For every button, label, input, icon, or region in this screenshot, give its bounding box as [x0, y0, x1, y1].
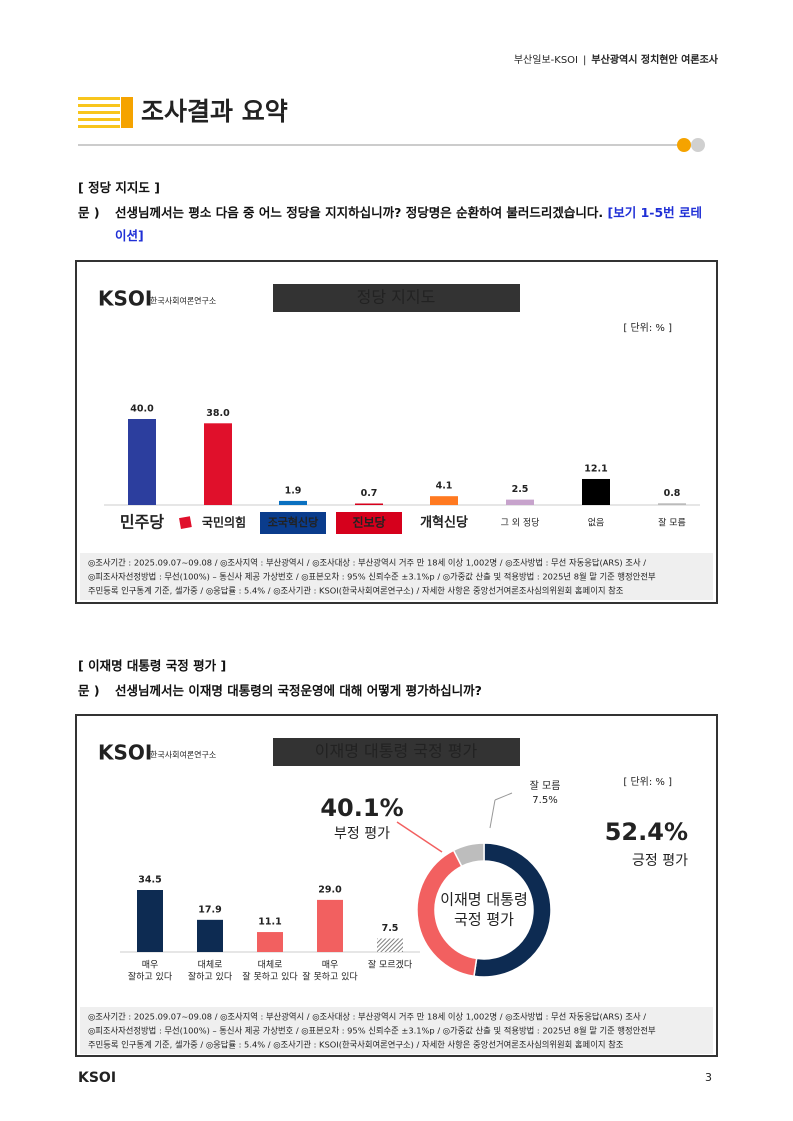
value-label: 4.1	[436, 481, 453, 492]
unit-label: [ 단위: % ]	[623, 321, 672, 334]
page-number: 3	[705, 1071, 712, 1084]
value-label: 12.1	[584, 463, 607, 474]
bar	[128, 419, 156, 505]
bar	[377, 938, 403, 952]
leader-line	[489, 799, 496, 829]
unit-label: [ 단위: % ]	[623, 775, 672, 788]
question-text: 선생님께서는 이재명 대통령의 국정운영에 대해 어떻게 평가하십니까?	[115, 679, 710, 702]
category-label: 대체로	[198, 960, 223, 971]
rule-dot	[677, 138, 691, 152]
donut-center-label: 이재명 대통령	[440, 891, 528, 909]
value-label: 0.8	[664, 488, 681, 499]
category-label: 없음	[588, 518, 605, 529]
survey-note: ◎조사기간 : 2025.09.07~09.08 / ◎조사지역 : 부산광역시…	[88, 558, 646, 568]
bar	[204, 423, 232, 505]
bar	[137, 890, 163, 952]
value-label: 2.5	[512, 484, 529, 495]
donut-center-label: 국정 평가	[454, 911, 514, 929]
bar	[317, 899, 343, 952]
category-label: 민주당	[120, 513, 164, 532]
bar	[355, 503, 383, 505]
logo-brand: KSOI	[98, 741, 152, 765]
section-title: 조사결과 요약	[141, 97, 288, 126]
donut-value-label: 52.4%	[605, 818, 688, 846]
category-label: 매우	[322, 960, 339, 971]
header-right: 부산광역시 정치현안 여론조사	[591, 53, 718, 66]
category-label: 대체로	[258, 960, 283, 971]
title-stripes	[78, 97, 133, 128]
donut-value-label: 40.1%	[320, 794, 403, 822]
question-prefix: 문 )	[78, 683, 100, 698]
survey-note: ◎피조사자선정방법 : 무선(100%) – 통신사 제공 가상번호 / ◎표본…	[88, 572, 656, 582]
leader-line	[396, 821, 443, 853]
category-label: 잘 못하고 있다	[302, 971, 358, 983]
bar	[506, 499, 534, 505]
value-label: 40.0	[130, 404, 154, 415]
category-label: 개혁신당	[420, 515, 468, 531]
donut-legend-label: 긍정 평가	[632, 853, 688, 869]
survey-note: ◎피조사자선정방법 : 무선(100%) – 통신사 제공 가상번호 / ◎표본…	[88, 1026, 656, 1036]
header-left: 부산일보-KSOI	[514, 54, 578, 66]
category-label: 잘하고 있다	[128, 971, 173, 983]
category-label: 잘 모르겠다	[368, 959, 413, 971]
leader-line	[494, 792, 513, 801]
question-label: [ 이재명 대통령 국정 평가 ]	[78, 658, 227, 673]
question-text: 선생님께서는 평소 다음 중 어느 정당을 지지하십니까? 정당명은 순환하여 …	[115, 201, 710, 247]
logo-box	[260, 512, 326, 534]
category-label: 잘 못하고 있다	[242, 971, 298, 983]
question-label: [ 정당 지지도 ]	[78, 180, 160, 195]
chart-title: 이재명 대통령 국정 평가	[315, 742, 478, 761]
logo-brand: KSOI	[98, 287, 152, 311]
donut-value-label: 7.5%	[532, 795, 557, 806]
bar	[257, 932, 283, 952]
survey-note: ◎조사기간 : 2025.09.07~09.08 / ◎조사지역 : 부산광역시…	[88, 1012, 646, 1022]
rule-dot	[691, 138, 705, 152]
donut-legend-label: 부정 평가	[334, 826, 390, 842]
category-label: 잘하고 있다	[188, 971, 233, 983]
logo-org: 한국사회여론연구소	[150, 750, 216, 760]
category-label: 진보당	[352, 515, 385, 530]
value-label: 29.0	[318, 884, 342, 895]
chart-title: 정당 지지도	[357, 288, 436, 307]
bar	[582, 478, 610, 505]
chart-title-box	[273, 738, 520, 766]
value-label: 0.7	[361, 488, 378, 499]
bar	[279, 500, 307, 505]
value-label: 1.9	[285, 485, 302, 496]
bar	[197, 919, 223, 952]
category-label: 조국혁신당	[268, 515, 319, 529]
value-label: 34.5	[138, 875, 161, 886]
chart-frame	[75, 260, 718, 604]
survey-note: 주민등록 인구통계 기준, 셀가중 / ◎응답률 : 5.4% / ◎조사기관 …	[88, 586, 624, 596]
question-body: 선생님께서는 이재명 대통령의 국정운영에 대해 어떻게 평가하십니까?	[115, 683, 482, 698]
donut-legend-label: 잘 모름	[530, 780, 561, 792]
value-label: 11.1	[258, 917, 281, 928]
category-label: 잘 모름	[658, 517, 686, 529]
logo-box	[336, 512, 402, 534]
chart-frame	[75, 714, 718, 1057]
category-label: 국민의힘	[202, 515, 246, 530]
category-label: 매우	[142, 960, 159, 971]
bar	[430, 496, 458, 505]
note-box	[80, 553, 713, 600]
chart-title-box	[273, 284, 520, 312]
header-sep: |	[583, 55, 586, 66]
note-box	[80, 1007, 713, 1054]
survey-note: 주민등록 인구통계 기준, 셀가중 / ◎응답률 : 5.4% / ◎조사기관 …	[88, 1040, 624, 1050]
logo-icon	[179, 516, 192, 529]
bar	[658, 503, 686, 505]
donut-segment	[473, 842, 552, 978]
category-label: 그 외 정당	[501, 517, 540, 529]
question-prefix: 문 )	[78, 205, 100, 220]
value-label: 7.5	[382, 923, 399, 934]
question-highlight: [보기 1-5번 로테이션]	[115, 205, 703, 243]
footer-brand: KSOI	[78, 1070, 116, 1086]
question-body: 선생님께서는 평소 다음 중 어느 정당을 지지하십니까? 정당명은 순환하여 …	[115, 205, 608, 220]
logo-org: 한국사회여론연구소	[150, 296, 216, 306]
value-label: 38.0	[206, 408, 230, 419]
value-label: 17.9	[198, 904, 221, 915]
donut-segment	[452, 842, 485, 868]
